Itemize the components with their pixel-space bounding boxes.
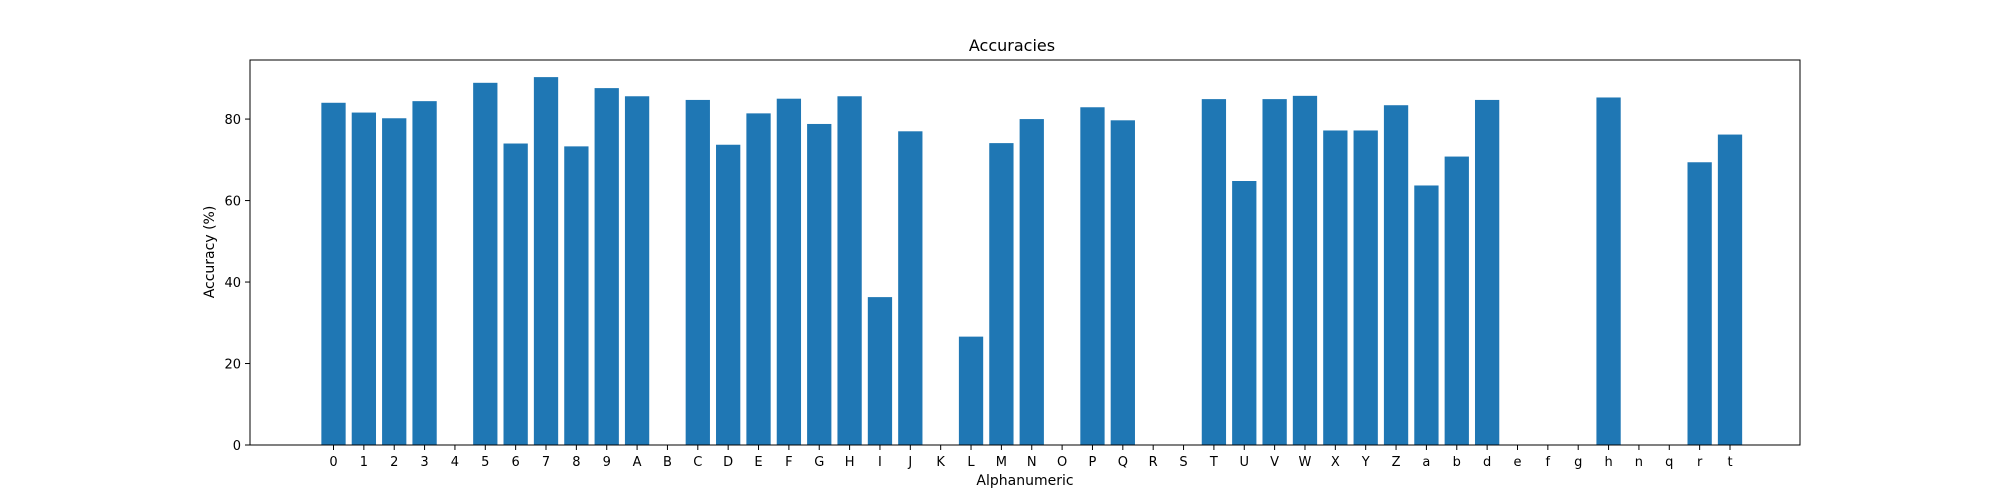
bar-a — [1414, 185, 1439, 446]
bar-C — [685, 99, 710, 446]
x-tick-label: N — [1027, 455, 1037, 470]
x-tick-label: A — [633, 455, 642, 470]
bar-3 — [412, 101, 437, 446]
x-tick-label: I — [878, 455, 882, 470]
y-tick-label: 80 — [224, 113, 241, 128]
x-tick-label: O — [1057, 455, 1067, 470]
x-tick-label: D — [723, 455, 733, 470]
x-tick-label: E — [754, 455, 762, 470]
x-tick-label: 3 — [420, 455, 428, 470]
bar-9 — [594, 88, 619, 446]
bar-h — [1596, 97, 1621, 445]
bar-U — [1232, 181, 1257, 445]
bars-group — [321, 77, 1743, 446]
x-tick-label: 8 — [572, 455, 580, 470]
x-tick-label: n — [1635, 455, 1643, 470]
x-tick-label: d — [1483, 455, 1491, 470]
x-tick-label: X — [1331, 455, 1340, 470]
bar-V — [1262, 99, 1287, 446]
x-tick-label: J — [907, 455, 912, 470]
x-tick-label: b — [1453, 455, 1461, 470]
x-tick-label: R — [1149, 455, 1158, 470]
bar-7 — [533, 77, 559, 446]
x-tick-label: P — [1089, 455, 1097, 470]
bar-1 — [351, 112, 377, 445]
x-tick-label: U — [1240, 455, 1250, 470]
y-tick-label: 20 — [224, 358, 241, 373]
x-tick-label: 1 — [360, 455, 368, 470]
bar-F — [776, 98, 802, 445]
bar-E — [746, 113, 771, 446]
x-tick-label: F — [785, 455, 792, 470]
x-tick-label: S — [1179, 455, 1187, 470]
bar-T — [1201, 99, 1227, 446]
x-tick-label: 9 — [603, 455, 611, 470]
x-tick-label: 6 — [512, 455, 520, 470]
x-tick-label: 5 — [481, 455, 489, 470]
bar-b — [1444, 156, 1469, 445]
bar-6 — [503, 143, 528, 445]
bar-P — [1080, 107, 1105, 445]
y-ticks-group: 0 20 40 60 80 — [224, 113, 250, 454]
bar-M — [989, 143, 1014, 446]
x-tick-label: T — [1209, 455, 1218, 470]
bar-L — [958, 336, 984, 445]
x-tick-label: q — [1665, 455, 1673, 470]
x-tick-label: 7 — [542, 455, 550, 470]
bar-D — [716, 144, 741, 446]
bar-G — [807, 123, 832, 446]
bar-A — [624, 96, 650, 445]
x-tick-label: Z — [1392, 455, 1401, 470]
y-axis-label: Accuracy (%) — [202, 206, 218, 299]
plot-frame — [249, 59, 1801, 446]
bar-d — [1474, 99, 1500, 446]
bar-5 — [473, 82, 498, 445]
x-tick-label: 0 — [329, 455, 337, 470]
x-tick-label: Y — [1361, 455, 1370, 470]
bar-X — [1323, 130, 1348, 446]
x-tick-label: g — [1574, 455, 1582, 470]
x-tick-label: B — [663, 455, 672, 470]
x-tick-label: t — [1727, 455, 1732, 470]
bar-N — [1019, 119, 1044, 445]
x-tick-label: L — [967, 455, 975, 470]
x-tick-label: e — [1513, 455, 1521, 470]
x-tick-label: V — [1270, 455, 1279, 470]
x-tick-label: C — [693, 455, 702, 470]
x-tick-label: a — [1422, 455, 1430, 470]
bar-J — [898, 131, 923, 446]
x-tick-label: W — [1299, 455, 1312, 470]
x-tick-label: r — [1697, 455, 1703, 470]
bar-H — [837, 96, 862, 445]
bar-r — [1687, 162, 1712, 445]
bar-0 — [321, 102, 346, 445]
bar-2 — [382, 118, 407, 445]
y-tick-label: 40 — [224, 276, 241, 291]
x-tick-label: Q — [1118, 455, 1128, 470]
x-tick-label: 2 — [390, 455, 398, 470]
bar-8 — [564, 146, 589, 445]
y-tick-label: 60 — [224, 195, 241, 210]
x-tick-label: f — [1546, 455, 1551, 470]
chart-title: Accuracies — [969, 36, 1055, 55]
x-tick-label: M — [996, 455, 1007, 470]
x-tick-label: G — [814, 455, 824, 470]
x-axis-label: Alphanumeric — [976, 473, 1073, 489]
bar-Q — [1110, 120, 1135, 446]
x-tick-label: H — [845, 455, 855, 470]
x-tick-label: h — [1604, 455, 1612, 470]
x-tick-label: 4 — [451, 455, 459, 470]
bar-Y — [1353, 130, 1378, 446]
bar-I — [867, 297, 893, 445]
bar-Z — [1383, 105, 1409, 445]
bar-W — [1292, 95, 1318, 445]
x-tick-label: K — [936, 455, 945, 470]
y-tick-label: 0 — [233, 439, 241, 454]
bar-t — [1717, 134, 1743, 445]
